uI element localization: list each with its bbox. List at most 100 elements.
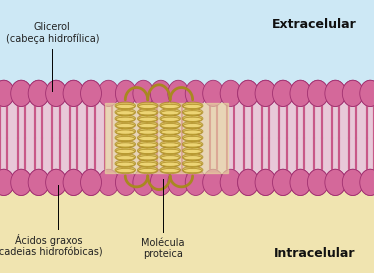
Ellipse shape bbox=[28, 80, 49, 106]
Ellipse shape bbox=[160, 108, 181, 116]
Ellipse shape bbox=[138, 115, 158, 122]
Ellipse shape bbox=[115, 108, 136, 116]
Ellipse shape bbox=[138, 166, 158, 174]
Ellipse shape bbox=[183, 115, 203, 122]
Ellipse shape bbox=[98, 80, 119, 106]
Ellipse shape bbox=[307, 80, 328, 106]
Text: Molécula
proteica: Molécula proteica bbox=[141, 238, 184, 259]
Ellipse shape bbox=[28, 169, 49, 195]
Ellipse shape bbox=[325, 80, 346, 106]
Ellipse shape bbox=[115, 121, 136, 129]
Ellipse shape bbox=[150, 169, 171, 195]
Ellipse shape bbox=[138, 124, 157, 128]
Ellipse shape bbox=[307, 80, 328, 106]
Ellipse shape bbox=[183, 130, 202, 134]
Ellipse shape bbox=[80, 169, 101, 195]
Ellipse shape bbox=[115, 102, 136, 109]
Ellipse shape bbox=[342, 80, 363, 106]
Ellipse shape bbox=[161, 149, 180, 153]
Ellipse shape bbox=[138, 136, 157, 141]
Ellipse shape bbox=[183, 147, 203, 155]
Ellipse shape bbox=[183, 121, 203, 129]
Ellipse shape bbox=[0, 169, 14, 195]
Ellipse shape bbox=[255, 169, 276, 195]
Bar bbox=[0, 97, 374, 179]
Ellipse shape bbox=[115, 166, 136, 174]
Ellipse shape bbox=[46, 80, 67, 106]
Ellipse shape bbox=[115, 160, 136, 167]
Ellipse shape bbox=[161, 111, 180, 115]
Ellipse shape bbox=[183, 134, 203, 142]
Ellipse shape bbox=[273, 80, 294, 106]
Ellipse shape bbox=[220, 80, 241, 106]
Ellipse shape bbox=[98, 169, 119, 195]
Ellipse shape bbox=[160, 128, 181, 135]
Ellipse shape bbox=[138, 111, 157, 115]
Ellipse shape bbox=[80, 169, 101, 195]
Ellipse shape bbox=[28, 169, 49, 195]
Ellipse shape bbox=[115, 115, 136, 122]
Ellipse shape bbox=[183, 149, 202, 153]
Ellipse shape bbox=[183, 111, 202, 115]
Ellipse shape bbox=[115, 134, 136, 142]
Ellipse shape bbox=[183, 166, 203, 174]
Ellipse shape bbox=[138, 134, 158, 142]
Ellipse shape bbox=[80, 80, 101, 106]
Ellipse shape bbox=[150, 80, 171, 106]
Ellipse shape bbox=[168, 169, 189, 195]
Ellipse shape bbox=[342, 80, 363, 106]
Ellipse shape bbox=[307, 169, 328, 195]
Ellipse shape bbox=[168, 80, 189, 106]
Ellipse shape bbox=[161, 117, 180, 121]
Ellipse shape bbox=[160, 102, 181, 109]
Ellipse shape bbox=[237, 169, 258, 195]
Ellipse shape bbox=[342, 169, 363, 195]
Ellipse shape bbox=[138, 104, 157, 108]
Ellipse shape bbox=[342, 169, 363, 195]
Ellipse shape bbox=[185, 80, 206, 106]
Ellipse shape bbox=[273, 80, 294, 106]
Ellipse shape bbox=[273, 169, 294, 195]
Ellipse shape bbox=[273, 169, 294, 195]
Text: Glicerol
(cabeça hidrofílica): Glicerol (cabeça hidrofílica) bbox=[6, 22, 99, 44]
Ellipse shape bbox=[138, 160, 158, 167]
Ellipse shape bbox=[290, 80, 311, 106]
Ellipse shape bbox=[46, 169, 67, 195]
Ellipse shape bbox=[0, 80, 14, 106]
Text: Ácidos graxos
(cadeias hidrofóbicas): Ácidos graxos (cadeias hidrofóbicas) bbox=[0, 234, 102, 257]
Ellipse shape bbox=[290, 80, 311, 106]
Ellipse shape bbox=[63, 169, 84, 195]
Ellipse shape bbox=[116, 149, 135, 153]
Ellipse shape bbox=[116, 168, 135, 173]
Ellipse shape bbox=[160, 166, 181, 174]
Ellipse shape bbox=[116, 136, 135, 141]
Ellipse shape bbox=[63, 169, 84, 195]
Ellipse shape bbox=[360, 169, 374, 195]
Ellipse shape bbox=[160, 134, 181, 142]
Ellipse shape bbox=[138, 141, 158, 148]
Ellipse shape bbox=[161, 130, 180, 134]
Ellipse shape bbox=[138, 162, 157, 166]
Ellipse shape bbox=[203, 169, 224, 195]
Ellipse shape bbox=[290, 169, 311, 195]
Ellipse shape bbox=[161, 168, 180, 173]
Ellipse shape bbox=[183, 124, 202, 128]
Ellipse shape bbox=[325, 169, 346, 195]
Ellipse shape bbox=[360, 80, 374, 106]
Ellipse shape bbox=[116, 143, 135, 147]
Ellipse shape bbox=[116, 104, 135, 108]
Ellipse shape bbox=[360, 80, 374, 106]
Ellipse shape bbox=[183, 153, 203, 161]
Ellipse shape bbox=[183, 128, 203, 135]
Ellipse shape bbox=[133, 169, 154, 195]
Ellipse shape bbox=[0, 80, 14, 106]
Ellipse shape bbox=[237, 80, 258, 106]
Ellipse shape bbox=[138, 147, 158, 155]
Ellipse shape bbox=[160, 121, 181, 129]
Ellipse shape bbox=[237, 80, 258, 106]
Ellipse shape bbox=[116, 169, 137, 195]
Ellipse shape bbox=[115, 128, 136, 135]
Ellipse shape bbox=[116, 156, 135, 160]
Ellipse shape bbox=[183, 160, 203, 167]
Ellipse shape bbox=[161, 143, 180, 147]
